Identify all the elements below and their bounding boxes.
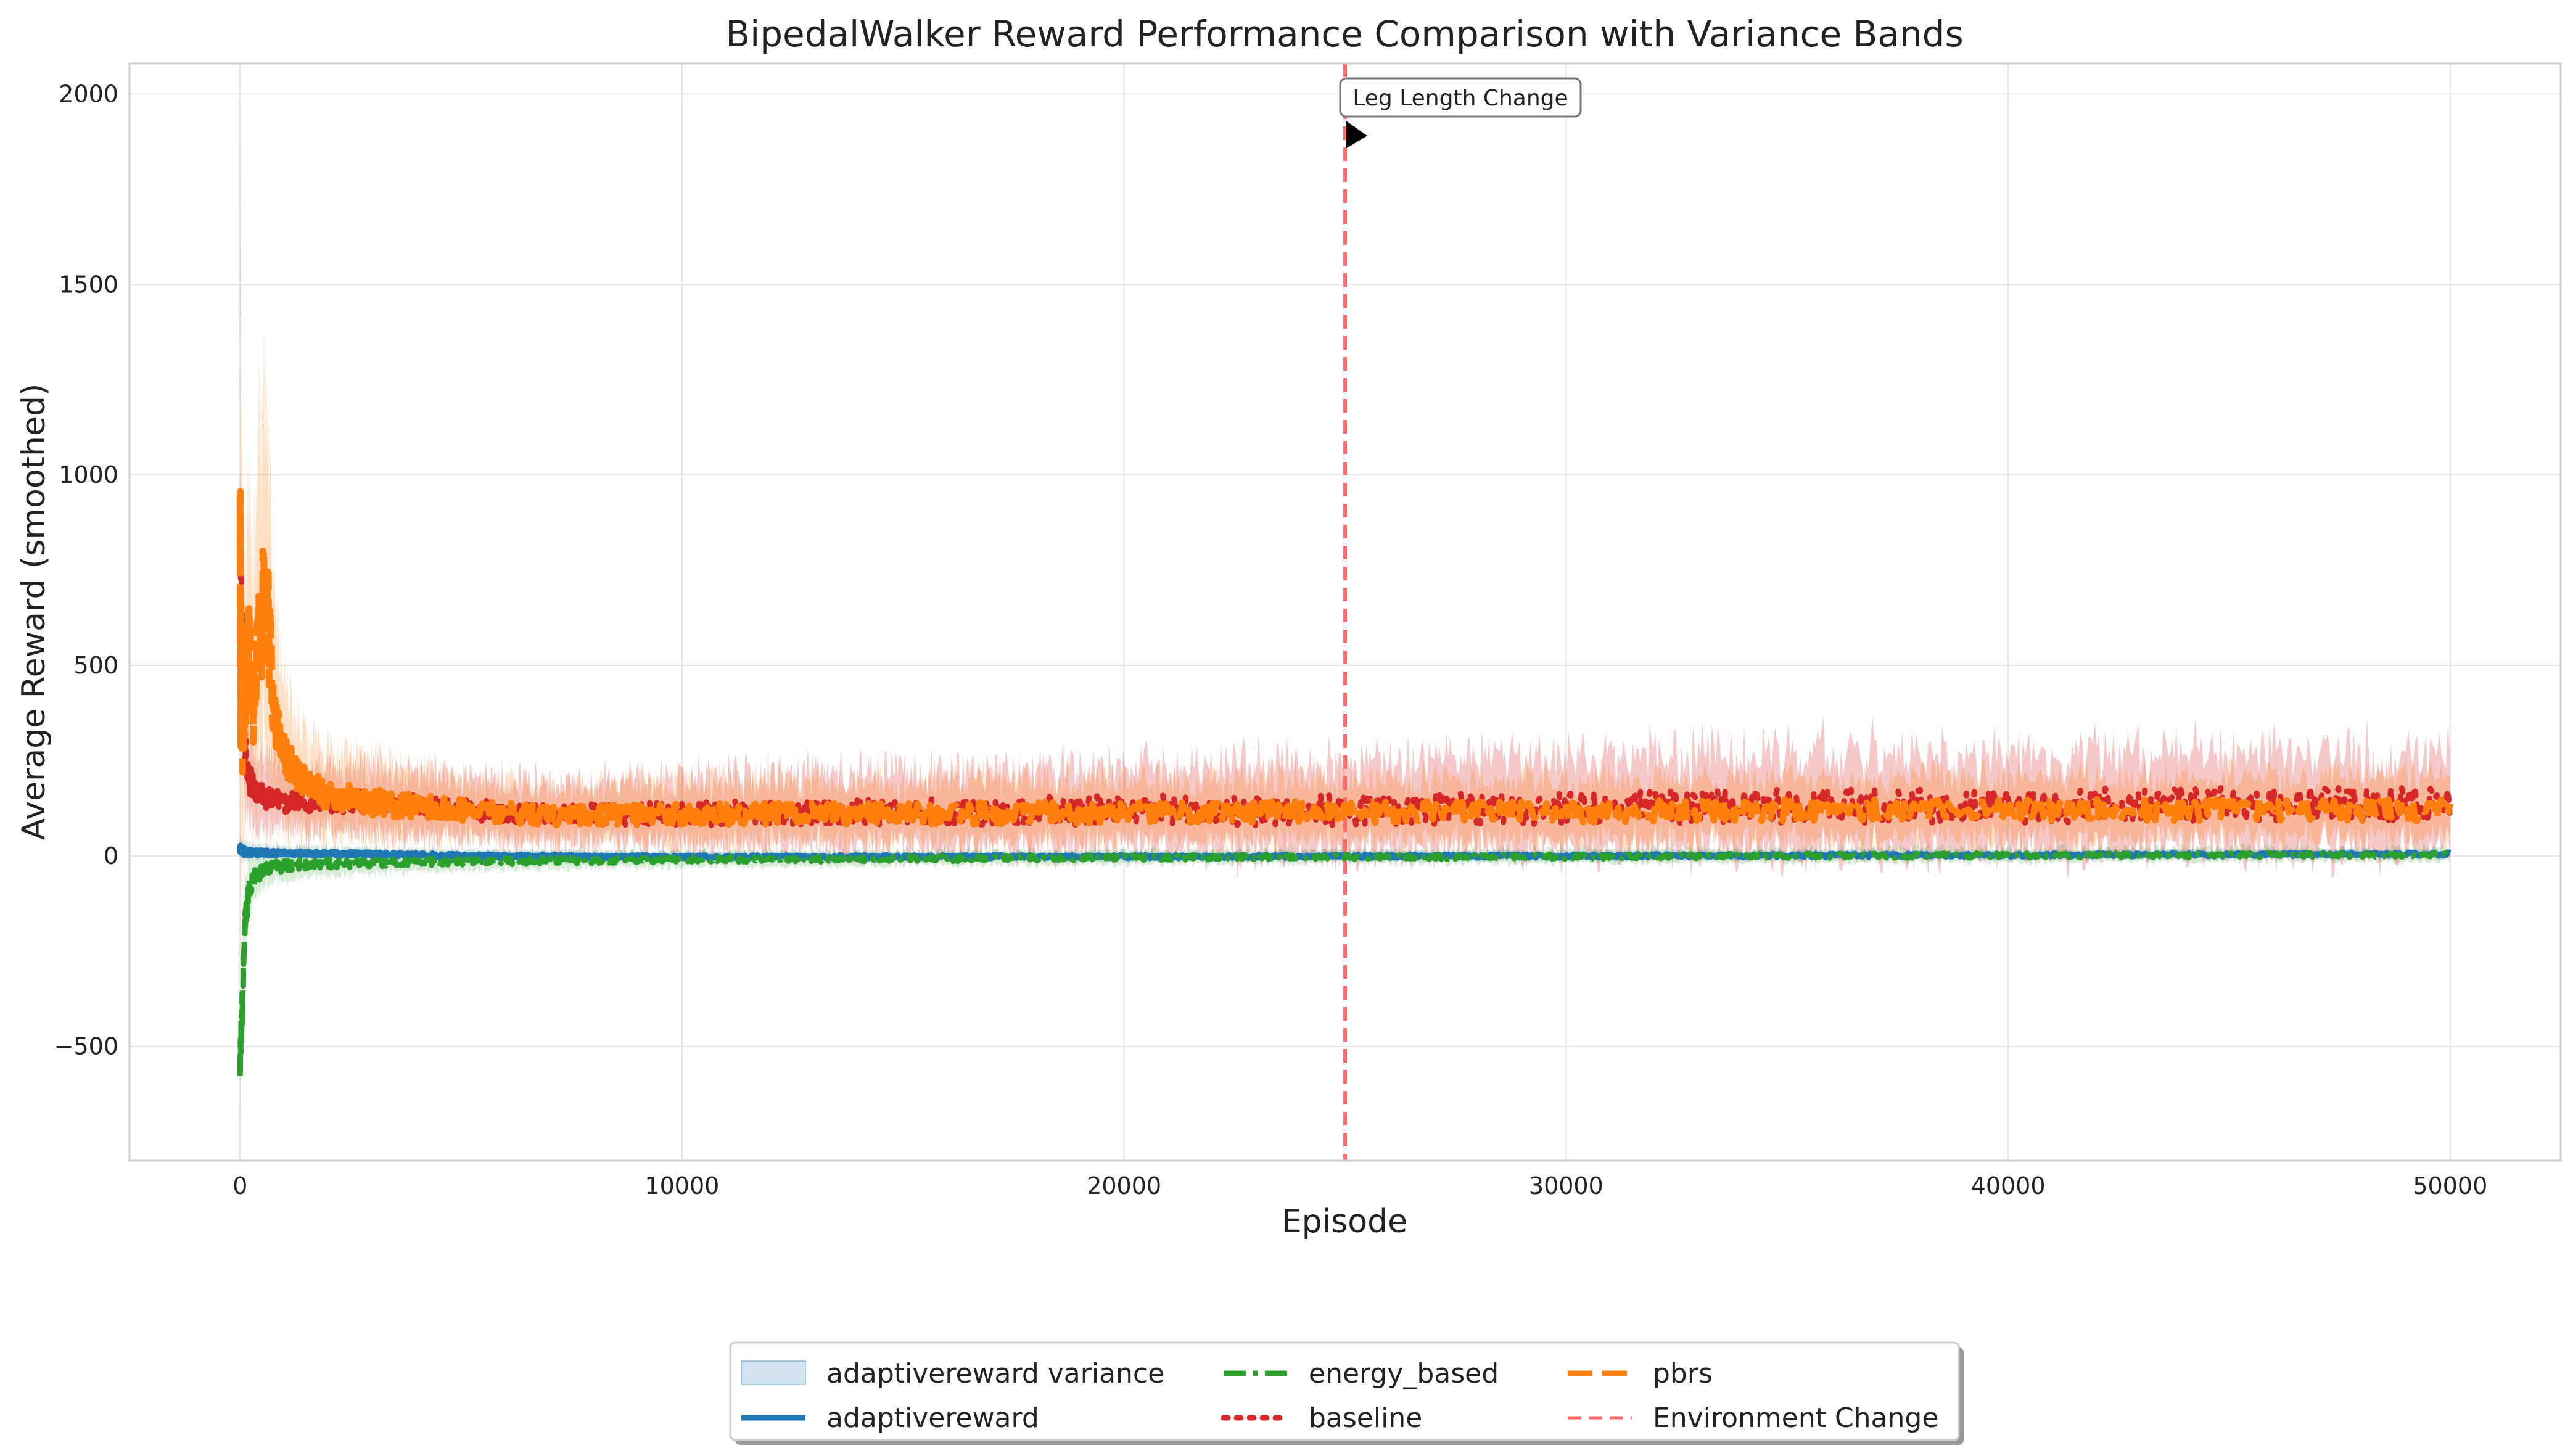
energy_based-line [237, 849, 2451, 1076]
series-lines [236, 488, 2454, 1076]
y-tick-label: 500 [73, 652, 118, 679]
annotation-text: Leg Length Change [1352, 86, 1568, 111]
annotation-box [1339, 77, 1582, 118]
legend-label: Environment Change [1653, 1402, 1938, 1434]
legend-entry: Environment Change [1568, 1402, 1938, 1434]
adaptivereward-line [237, 842, 2452, 862]
x-tick-label: 40000 [1971, 1172, 2046, 1199]
x-tick-label: 0 [233, 1172, 247, 1199]
chart-title: BipedalWalker Reward Performance Compari… [725, 13, 1963, 55]
annotation-arrow-icon [1346, 121, 1367, 149]
annotation: Leg Length Change [1339, 77, 1582, 149]
y-tick-label: 2000 [59, 80, 118, 107]
legend-label: pbrs [1653, 1358, 1713, 1389]
plot-frame [128, 62, 2562, 1162]
x-tick-label: 50000 [2413, 1172, 2487, 1199]
x-axis-ticks: 0 10000 20000 30000 40000 50000 [233, 1172, 2487, 1199]
x-tick-label: 20000 [1087, 1172, 1161, 1199]
y-axis-label: Average Reward (smoothed) [15, 384, 52, 841]
y-tick-label: 0 [104, 842, 118, 870]
legend-entry: pbrs [1568, 1358, 1713, 1389]
y-axis-ticks: −500 0 500 1000 1500 2000 [54, 80, 118, 1059]
baseline-variance-band [240, 459, 2450, 881]
legend-label: adaptivereward variance [826, 1358, 1164, 1389]
pbrs-line [236, 488, 2454, 829]
legend-swatch [741, 1360, 806, 1385]
x-axis-label: Episode [1282, 1203, 1407, 1240]
legend-entry: baseline [1221, 1402, 1422, 1434]
legend-label: adaptivereward [826, 1402, 1039, 1434]
legend-entry: energy_based [1224, 1358, 1499, 1389]
x-tick-label: 30000 [1529, 1172, 1603, 1199]
legend-entry: adaptivereward variance [741, 1358, 1164, 1389]
y-tick-label: 1000 [59, 461, 118, 488]
legend-box [729, 1341, 1960, 1441]
y-tick-label: −500 [54, 1033, 118, 1060]
legend-label: baseline [1309, 1402, 1422, 1434]
y-tick-label: 1500 [59, 271, 118, 298]
legend-label: energy_based [1309, 1358, 1499, 1389]
x-tick-label: 10000 [644, 1172, 719, 1199]
legend: adaptivereward variance adaptivereward ene… [729, 1341, 1964, 1445]
legend-entry: adaptivereward [741, 1402, 1039, 1434]
